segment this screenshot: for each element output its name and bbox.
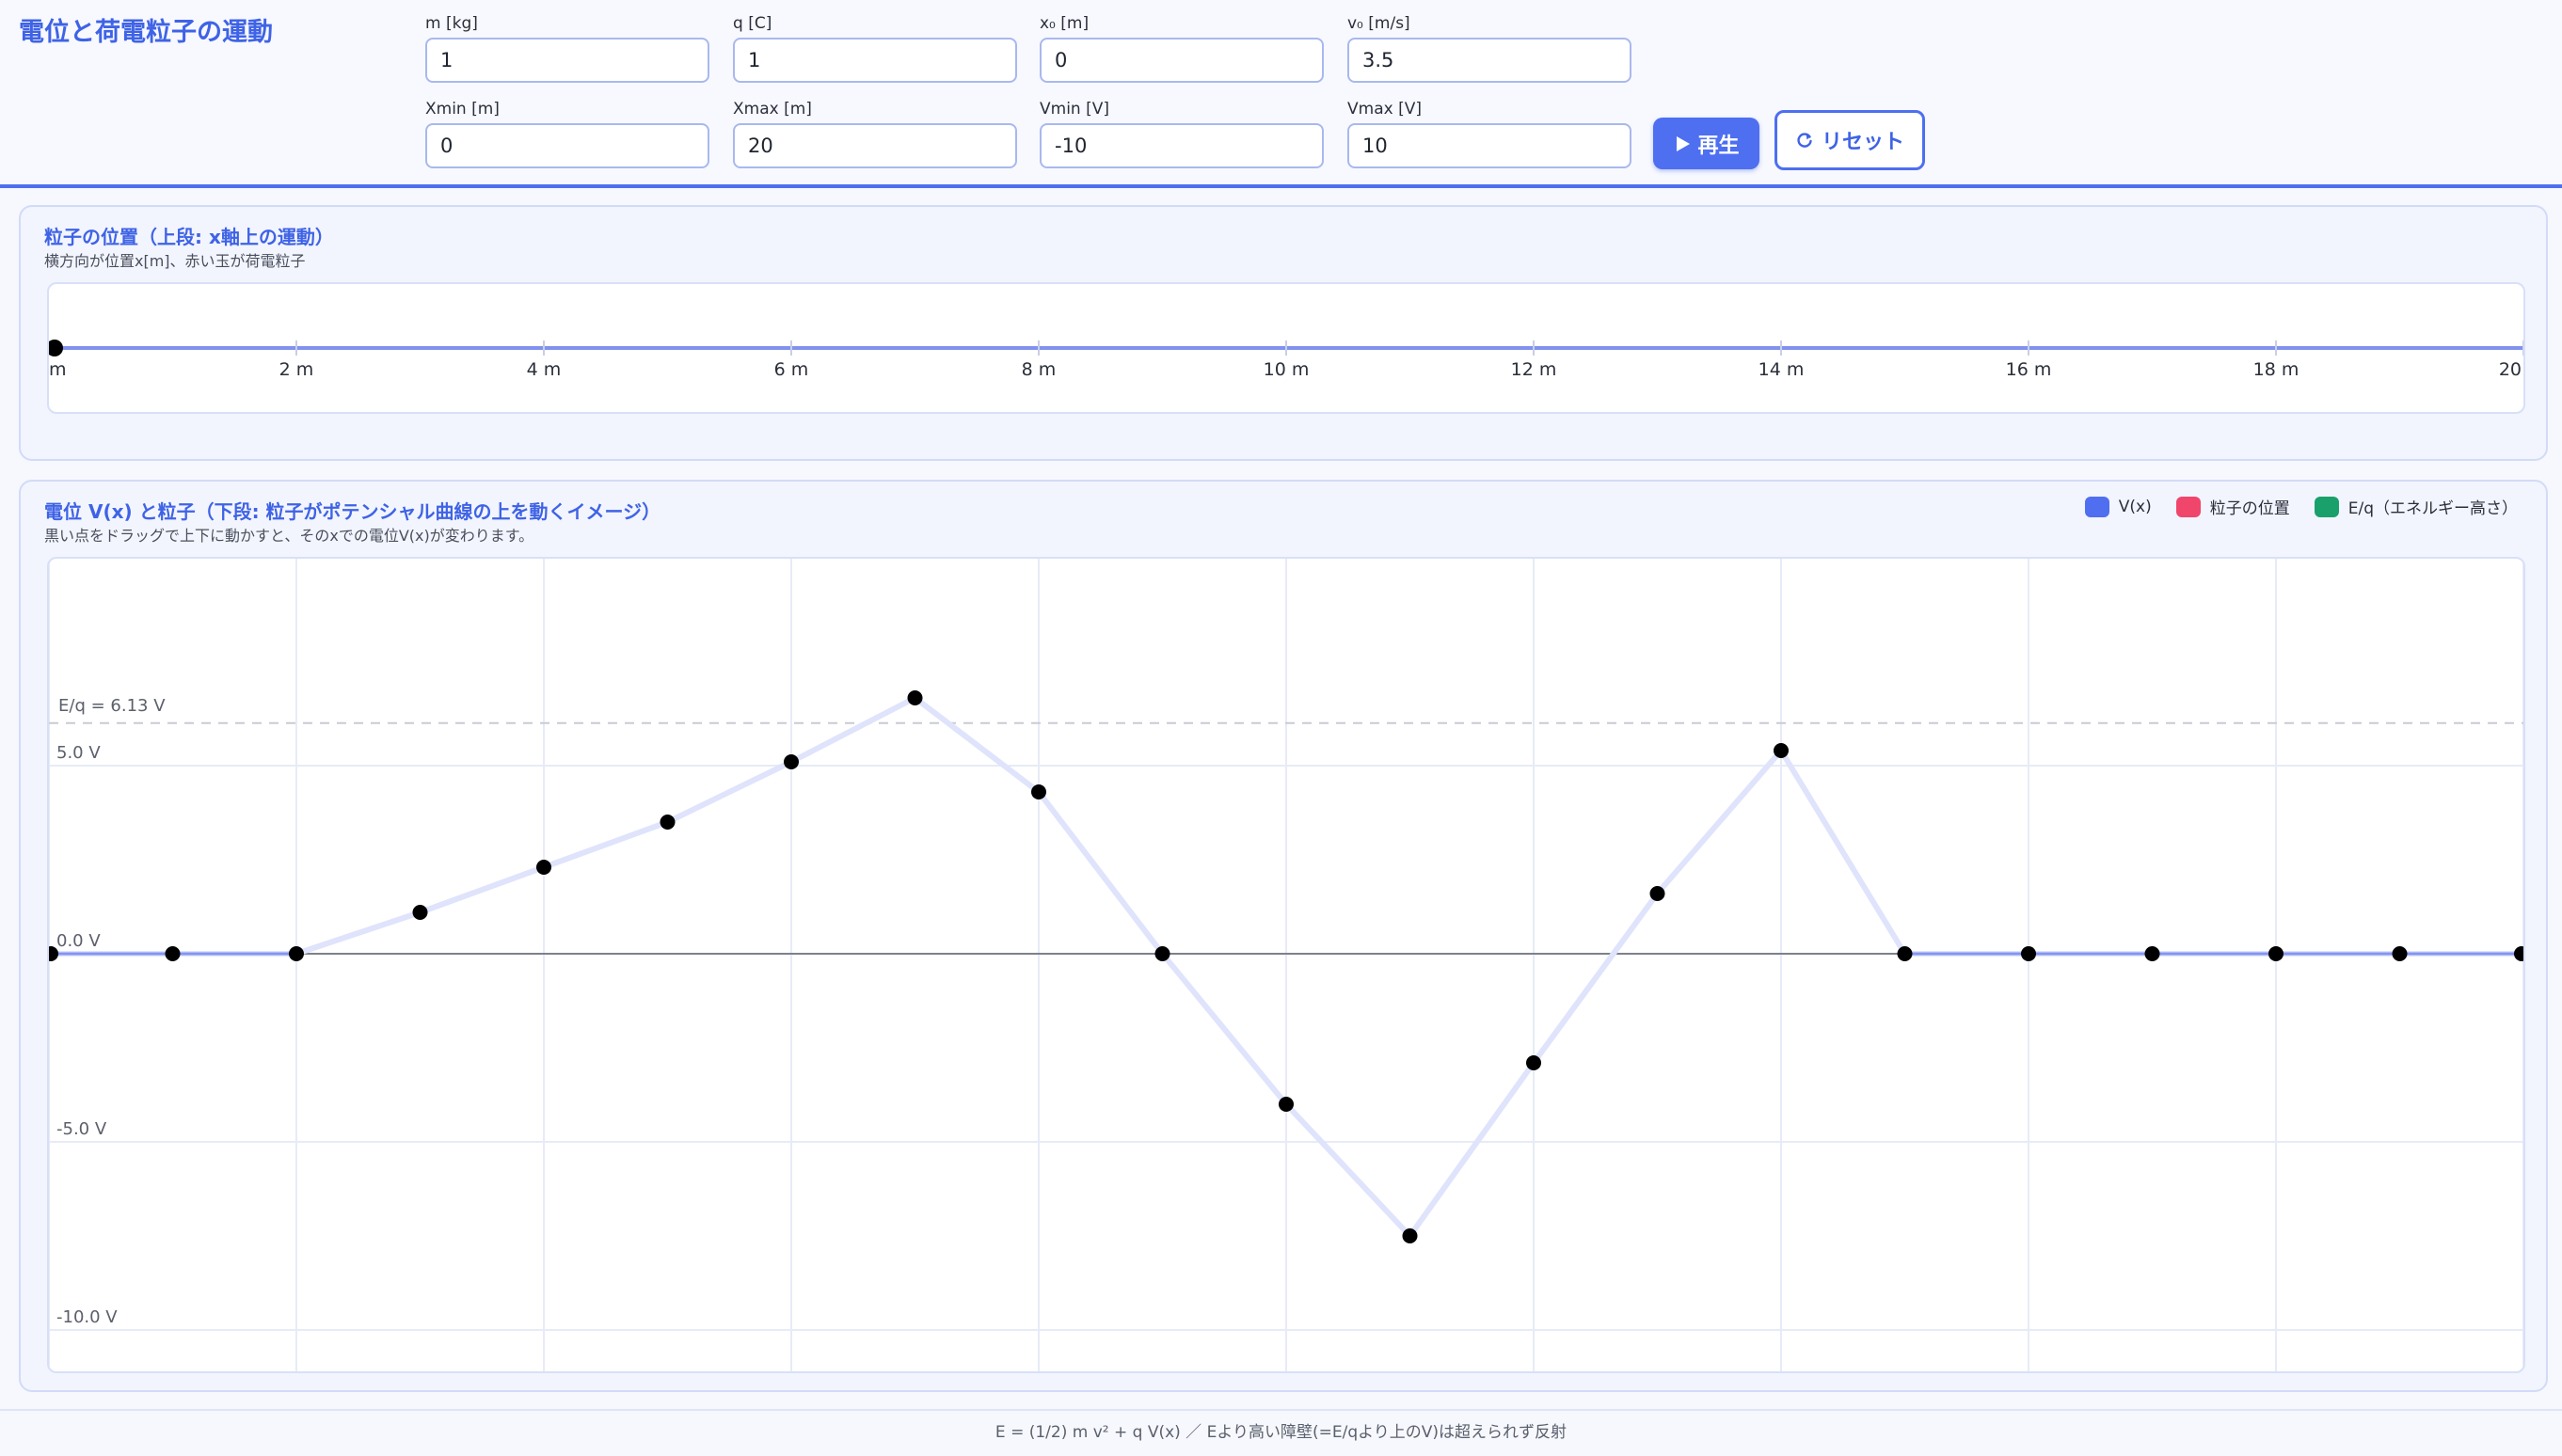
legend-item-potential: V(x)	[2084, 496, 2152, 517]
x0-field: x₀ [m]	[1040, 13, 1324, 83]
q-label: q [C]	[733, 14, 772, 33]
potential-control-point[interactable]	[412, 905, 428, 920]
q-field: q [C]	[733, 13, 1017, 83]
position-panel: 粒子の位置（上段: x軸上の運動） 横方向が位置x[m]、赤い玉が荷電粒子 m 2…	[19, 205, 2548, 461]
position-axis: m 2 m 4 m 6 m 8 m 10 m 12 m 14 m 16 m 18 m 20	[49, 340, 2523, 380]
potential-control-point[interactable]	[1154, 946, 1170, 961]
v0-input[interactable]	[1347, 38, 1631, 83]
potential-control-point[interactable]	[784, 754, 799, 769]
energy-level-label: E/q = 6.13 V	[58, 696, 166, 716]
xmin-label: Xmin [m]	[425, 100, 500, 119]
chart-legend: V(x) 粒子の位置 E/q（エネルギー高さ）	[2084, 495, 2518, 518]
y-tick-label: 5.0 V	[56, 743, 101, 763]
play-button-label: 再生	[1697, 134, 1740, 158]
potential-chart: E/q = 6.13 V 5.0 V 0.0 V -5.0 V -10.0 V	[47, 557, 2525, 1373]
y-tick-label: -10.0 V	[56, 1307, 118, 1327]
x0-label: x₀ [m]	[1040, 14, 1090, 33]
position-panel-title: 粒子の位置（上段: x軸上の運動）	[44, 226, 334, 248]
potential-panel: 電位 V(x) と粒子（下段: 粒子がポテンシャル曲線の上を動くイメージ） 黒い…	[19, 480, 2548, 1392]
reset-button-label: リセット	[1821, 131, 1904, 154]
potential-control-point[interactable]	[2144, 946, 2160, 961]
potential-control-point[interactable]	[2392, 946, 2408, 961]
potential-control-point[interactable]	[165, 946, 181, 961]
vmax-input[interactable]	[1347, 123, 1631, 168]
potential-control-point[interactable]	[2514, 946, 2523, 961]
potential-control-point[interactable]	[2268, 946, 2284, 961]
vmin-field: Vmin [V]	[1040, 99, 1324, 168]
y-tick-label: 0.0 V	[56, 931, 101, 951]
legend-swatch-particle	[2175, 496, 2201, 517]
position-track: m 2 m 4 m 6 m 8 m 10 m 12 m 14 m 16 m 18 m 20	[47, 282, 2525, 414]
v0-field: v₀ [m/s]	[1347, 13, 1631, 83]
x-tick-label: 12 m	[1511, 359, 1557, 380]
footer-formula: E = (1/2) m v² + q V(x) ／ Eより高い障壁(=E/qより…	[0, 1409, 2562, 1456]
x-tick-label: 4 m	[527, 359, 562, 380]
m-label: m [kg]	[425, 14, 478, 33]
position-panel-subtitle: 横方向が位置x[m]、赤い玉が荷電粒子	[44, 252, 306, 270]
potential-control-point[interactable]	[660, 815, 676, 830]
potential-control-point[interactable]	[2021, 946, 2036, 961]
potential-control-point[interactable]	[907, 690, 923, 705]
y-tick-label: -5.0 V	[56, 1119, 107, 1139]
vmin-label: Vmin [V]	[1040, 100, 1109, 119]
vmax-field: Vmax [V]	[1347, 99, 1631, 168]
potential-control-point[interactable]	[1279, 1097, 1294, 1112]
xmax-input[interactable]	[733, 123, 1017, 168]
x-tick-label: 18 m	[2253, 359, 2299, 380]
legend-label-particle: 粒子の位置	[2209, 499, 2290, 518]
xmin-input[interactable]	[425, 123, 709, 168]
x0-input[interactable]	[1040, 38, 1324, 83]
reset-icon	[1797, 133, 1812, 148]
potential-panel-subtitle: 黒い点をドラッグで上下に動かすと、そのxでの電位V(x)が変わります。	[44, 527, 534, 545]
x-tick-label: 20	[2499, 359, 2522, 380]
potential-control-point[interactable]	[289, 946, 304, 961]
x-tick-label: 2 m	[279, 359, 314, 380]
potential-control-point[interactable]	[49, 946, 58, 961]
x-tick-label: 16 m	[2006, 359, 2052, 380]
vmin-input[interactable]	[1040, 123, 1324, 168]
x-tick-label: 8 m	[1022, 359, 1057, 380]
xmax-label: Xmax [m]	[733, 100, 812, 119]
m-field: m [kg]	[425, 13, 709, 83]
potential-control-point[interactable]	[1031, 784, 1046, 799]
potential-panel-title: 電位 V(x) と粒子（下段: 粒子がポテンシャル曲線の上を動くイメージ）	[44, 500, 661, 523]
reset-button[interactable]: リセット	[1774, 110, 1925, 170]
potential-chart-svg[interactable]: E/q = 6.13 V 5.0 V 0.0 V -5.0 V -10.0 V	[49, 559, 2523, 1371]
x-tick-label: 6 m	[774, 359, 809, 380]
xmin-field: Xmin [m]	[425, 99, 709, 168]
play-icon	[1677, 135, 1691, 151]
v0-label: v₀ [m/s]	[1347, 14, 1410, 33]
legend-item-energy: E/q（エネルギー高さ）	[2314, 495, 2518, 518]
legend-label-energy: E/q（エネルギー高さ）	[2347, 499, 2518, 518]
play-button[interactable]: 再生	[1653, 118, 1759, 169]
x-tick-label: 14 m	[1758, 359, 1805, 380]
particle-marker[interactable]	[49, 340, 63, 356]
potential-control-point[interactable]	[1649, 886, 1665, 901]
legend-label-potential: V(x)	[2118, 497, 2152, 516]
potential-control-point[interactable]	[536, 860, 551, 875]
potential-control-point[interactable]	[1526, 1055, 1541, 1070]
potential-control-point[interactable]	[1897, 946, 1913, 961]
potential-control-point[interactable]	[1402, 1228, 1418, 1243]
header: 電位と荷電粒子の運動 m [kg] q [C] x₀ [m] v₀ [m/s] …	[0, 0, 2562, 188]
xmax-field: Xmax [m]	[733, 99, 1017, 168]
vmax-label: Vmax [V]	[1347, 100, 1422, 119]
legend-swatch-energy	[2314, 496, 2339, 517]
x-tick-label: m	[49, 359, 67, 380]
x-tick-label: 10 m	[1264, 359, 1310, 380]
legend-item-particle: 粒子の位置	[2175, 495, 2290, 518]
m-input[interactable]	[425, 38, 709, 83]
q-input[interactable]	[733, 38, 1017, 83]
app-title: 電位と荷電粒子の運動	[19, 18, 273, 47]
potential-control-point[interactable]	[1774, 743, 1789, 758]
legend-swatch-potential	[2084, 496, 2109, 517]
